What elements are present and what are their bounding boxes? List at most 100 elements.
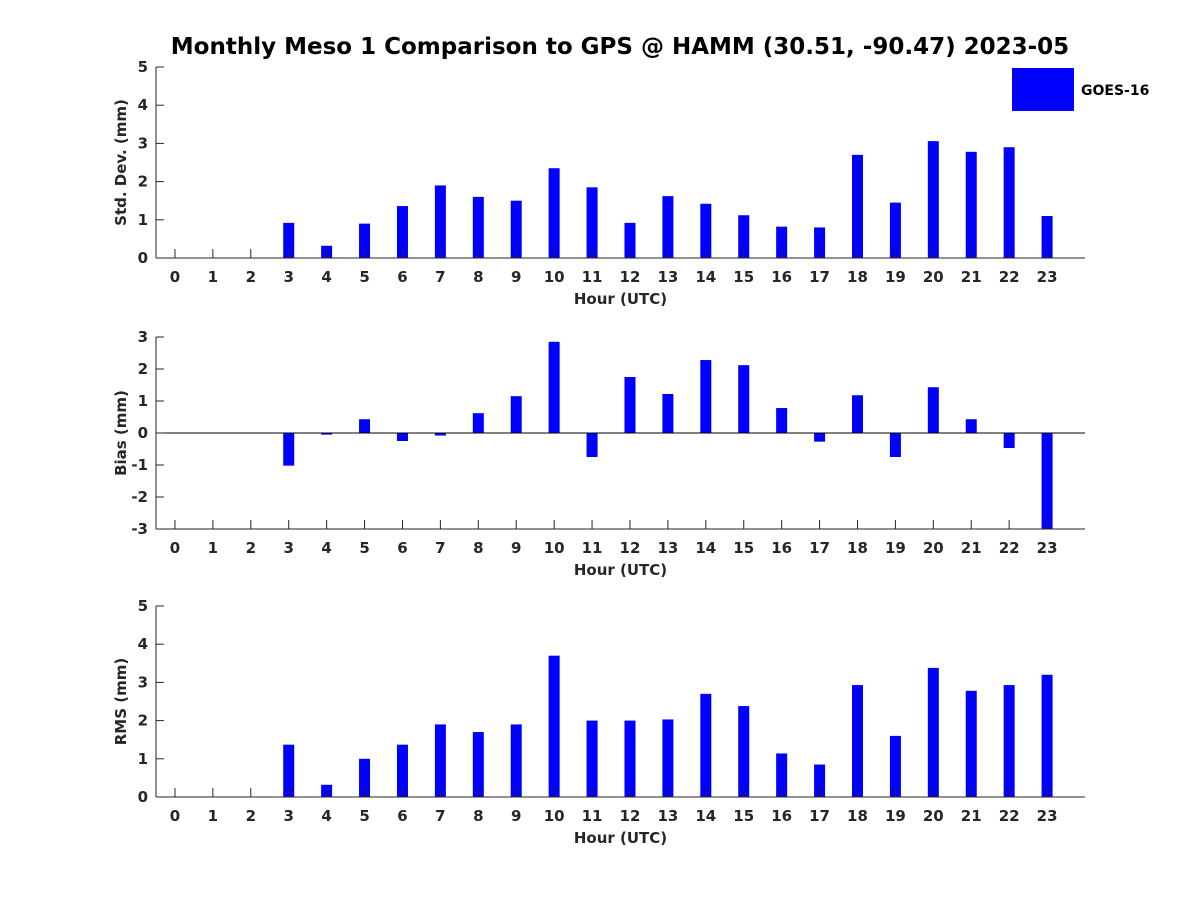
- bar: [662, 719, 674, 797]
- x-tick-label: 2: [246, 539, 256, 557]
- x-tick-label: 16: [771, 539, 792, 557]
- x-tick-label: 21: [961, 268, 982, 286]
- x-tick-label: 19: [885, 807, 906, 825]
- x-tick-label: 18: [847, 807, 868, 825]
- bar: [700, 693, 712, 797]
- bar: [814, 764, 826, 797]
- y-axis-label: Bias (mm): [112, 390, 130, 476]
- bar: [586, 187, 598, 258]
- x-tick-label: 0: [170, 807, 180, 825]
- bar: [1041, 215, 1053, 258]
- bar: [1003, 147, 1015, 258]
- x-tick-label: 15: [733, 807, 754, 825]
- y-tick-label: 1: [138, 392, 148, 410]
- y-tick-label: -1: [131, 456, 148, 474]
- bar: [776, 226, 788, 258]
- x-tick-label: 3: [283, 268, 293, 286]
- x-tick-label: 0: [170, 268, 180, 286]
- y-tick-label: 0: [138, 249, 148, 267]
- bar: [548, 341, 560, 433]
- bar: [283, 744, 295, 797]
- bar: [510, 724, 522, 797]
- y-tick-label: 0: [138, 788, 148, 806]
- x-tick-label: 16: [771, 268, 792, 286]
- bar: [434, 724, 446, 797]
- bar: [359, 223, 371, 258]
- x-tick-label: 17: [809, 807, 830, 825]
- bar: [1041, 674, 1053, 797]
- bar: [700, 203, 712, 258]
- bar: [510, 396, 522, 433]
- y-tick-label: 2: [138, 360, 148, 378]
- bar: [851, 395, 863, 433]
- bar: [662, 196, 674, 258]
- x-tick-label: 13: [657, 268, 678, 286]
- bar: [814, 433, 826, 442]
- x-axis-label: Hour (UTC): [574, 561, 667, 579]
- x-tick-label: 12: [620, 268, 641, 286]
- x-tick-label: 14: [695, 539, 716, 557]
- x-tick-label: 3: [283, 807, 293, 825]
- x-tick-label: 15: [733, 539, 754, 557]
- x-tick-label: 9: [511, 268, 521, 286]
- x-tick-label: 11: [582, 539, 603, 557]
- x-tick-label: 1: [208, 807, 218, 825]
- bar: [283, 222, 295, 258]
- x-tick-label: 13: [657, 807, 678, 825]
- bar: [359, 758, 371, 797]
- x-tick-label: 21: [961, 539, 982, 557]
- bar: [624, 222, 636, 258]
- bar: [927, 141, 939, 258]
- bar: [738, 365, 750, 433]
- x-tick-label: 22: [999, 539, 1020, 557]
- x-tick-label: 14: [695, 807, 716, 825]
- legend-swatch: [1012, 68, 1074, 111]
- x-tick-label: 13: [657, 539, 678, 557]
- x-tick-label: 19: [885, 268, 906, 286]
- y-axis-label: RMS (mm): [112, 658, 130, 745]
- x-tick-label: 11: [582, 807, 603, 825]
- bar: [927, 667, 939, 797]
- x-tick-label: 16: [771, 807, 792, 825]
- bar: [321, 433, 333, 435]
- bar: [472, 413, 484, 433]
- x-tick-label: 2: [246, 268, 256, 286]
- x-tick-label: 19: [885, 539, 906, 557]
- x-tick-label: 10: [544, 268, 565, 286]
- bar: [1041, 433, 1053, 529]
- x-tick-label: 2: [246, 807, 256, 825]
- bar: [434, 185, 446, 258]
- x-tick-label: 9: [511, 539, 521, 557]
- bar: [814, 227, 826, 258]
- x-tick-label: 15: [733, 268, 754, 286]
- bar: [700, 360, 712, 433]
- x-tick-label: 10: [544, 539, 565, 557]
- x-tick-label: 17: [809, 268, 830, 286]
- y-axis-label: Std. Dev. (mm): [112, 99, 130, 226]
- bar: [396, 433, 408, 441]
- y-tick-label: 3: [138, 134, 148, 152]
- bar: [965, 419, 977, 433]
- x-tick-label: 14: [695, 268, 716, 286]
- bar: [889, 433, 901, 457]
- x-tick-label: 18: [847, 268, 868, 286]
- bar: [738, 706, 750, 797]
- y-tick-label: 0: [138, 424, 148, 442]
- x-tick-label: 4: [321, 268, 331, 286]
- bar: [738, 215, 750, 258]
- bar: [510, 200, 522, 258]
- bar: [889, 202, 901, 258]
- x-tick-label: 4: [321, 807, 331, 825]
- x-tick-label: 22: [999, 807, 1020, 825]
- x-tick-label: 6: [397, 539, 407, 557]
- bar: [359, 419, 371, 433]
- x-tick-label: 17: [809, 539, 830, 557]
- x-tick-label: 23: [1037, 539, 1058, 557]
- chart-title: Monthly Meso 1 Comparison to GPS @ HAMM …: [171, 34, 1069, 60]
- bar: [548, 168, 560, 258]
- x-tick-label: 3: [283, 539, 293, 557]
- bar: [396, 744, 408, 797]
- y-tick-label: -3: [131, 520, 148, 538]
